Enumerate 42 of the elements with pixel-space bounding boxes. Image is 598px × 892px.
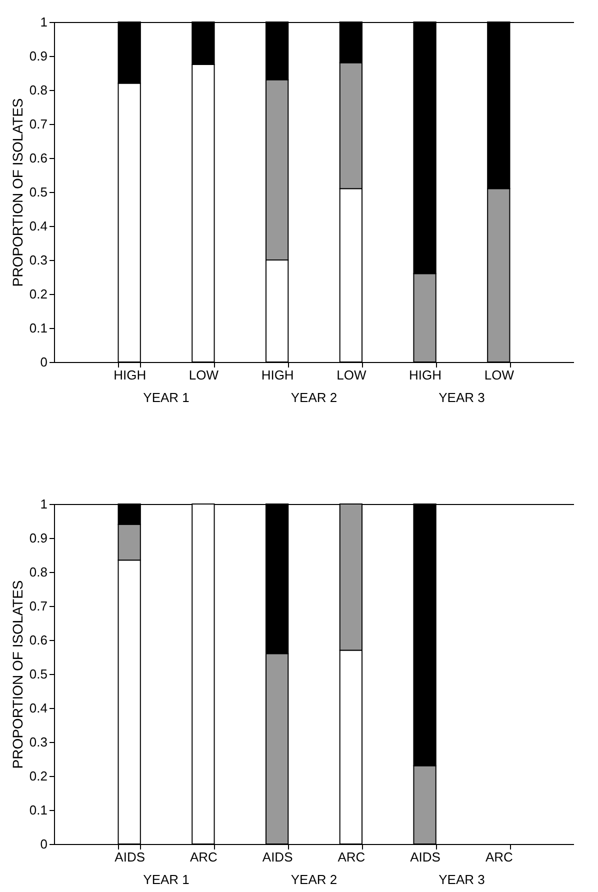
text: YEAR 2 [290, 872, 338, 887]
x-tick-label: AIDS [410, 850, 441, 864]
x-tick-label: HIGH [409, 368, 442, 382]
y-tick-label: 0 [40, 354, 48, 370]
y-tick-label: 1 [40, 496, 48, 512]
y-tick-label: 0.6 [29, 632, 48, 648]
y-tick-label: 0.8 [29, 82, 48, 98]
y-tick-label: 0.1 [29, 802, 48, 818]
x-tick-label: LOW [188, 368, 220, 382]
y-tick-label: 0.1 [29, 320, 48, 336]
y-tick-label: 0.5 [29, 666, 48, 682]
text: YEAR 1 [143, 872, 190, 887]
x-tick-label: HIGH [261, 368, 294, 382]
x-tick-label: AIDS [262, 850, 294, 864]
y-tick-label: 0.5 [29, 184, 48, 200]
x-tick-label: LOW [484, 368, 515, 382]
x-tick-label: LOW [336, 368, 367, 382]
x-tick-label: HIGH [114, 368, 146, 382]
y-tick-label: 0.4 [29, 700, 48, 716]
y-tick-label: 0.3 [29, 252, 48, 268]
x-tick-label: ARC [190, 850, 218, 864]
y-tick-label: 0.7 [29, 598, 48, 614]
x-tick-label: AIDS [114, 850, 146, 864]
y-tick-label: 0 [40, 836, 48, 852]
y-axis-title: PROPORTION OF ISOLATES [9, 580, 26, 769]
x-tick-label: ARC [338, 850, 366, 864]
y-tick-label: 0.6 [29, 150, 48, 166]
text: YEAR 2 [290, 390, 338, 405]
x-tick-label: ARC [485, 850, 513, 864]
text: YEAR 3 [438, 390, 485, 405]
y-tick-label: 0.8 [29, 564, 48, 580]
y-tick-label: 0.4 [29, 218, 48, 234]
y-tick-label: 0.3 [29, 734, 48, 750]
y-axis-title: PROPORTION OF ISOLATES [9, 98, 26, 287]
text: YEAR 3 [438, 872, 485, 887]
text: YEAR 1 [143, 390, 190, 405]
y-tick-label: 0.2 [29, 286, 48, 302]
y-tick-label: 0.7 [29, 116, 48, 132]
y-tick-label: 0.9 [29, 530, 48, 546]
y-tick-label: 1 [40, 14, 48, 30]
y-tick-label: 0.2 [29, 768, 48, 784]
y-tick-label: 0.9 [29, 48, 48, 64]
